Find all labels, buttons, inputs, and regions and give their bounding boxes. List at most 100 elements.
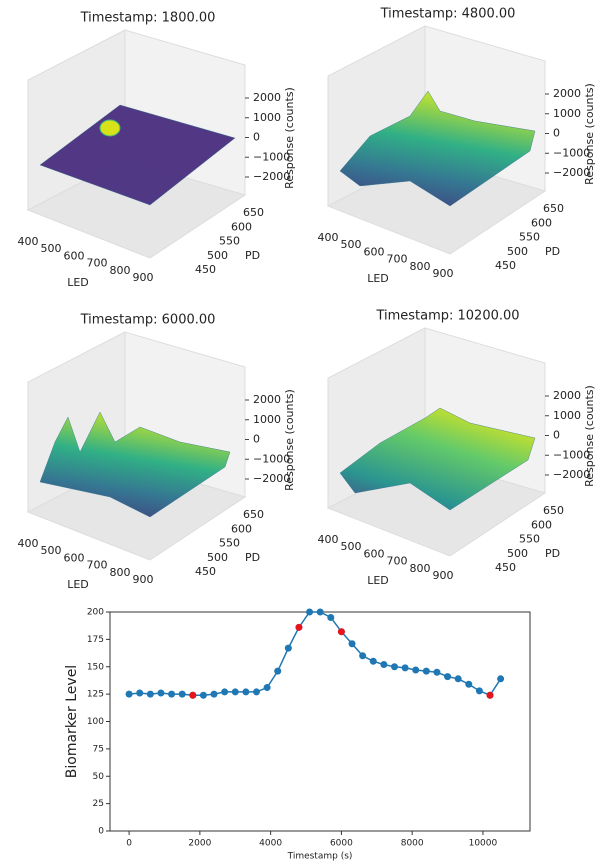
x-tick-label: 700 (87, 559, 108, 572)
data-point (178, 690, 186, 698)
z-tick-label: −1000 (253, 150, 290, 163)
y-tick-label: 550 (519, 231, 540, 244)
y-tick-label: 25 (93, 799, 104, 809)
data-point (348, 640, 356, 648)
data-point (390, 663, 398, 671)
plot-frame (109, 611, 531, 832)
data-point (242, 688, 250, 696)
y-tick-label: 650 (543, 504, 564, 517)
data-point (337, 628, 345, 636)
z-tick-label: −1000 (553, 448, 590, 461)
data-point (454, 675, 462, 683)
x-tick-label: 400 (18, 537, 39, 550)
y-tick-label: 600 (531, 216, 552, 229)
data-point (231, 688, 239, 696)
y-tick-label: 0 (98, 827, 104, 837)
x-tick-label: 2000 (188, 839, 211, 849)
z-tick-label: 2000 (253, 91, 281, 104)
z-tick-label: 1000 (553, 409, 581, 422)
data-point (274, 667, 282, 675)
y-tick-label: 600 (231, 522, 252, 535)
x-tick-label: 500 (41, 242, 62, 255)
surface (339, 407, 536, 511)
data-point (380, 661, 388, 669)
z-tick-label: −2000 (253, 472, 290, 485)
y-tick-label: 500 (507, 245, 528, 258)
y-tick-label: 175 (87, 635, 104, 645)
x-axis-label: LED (367, 272, 389, 285)
data-point (221, 688, 229, 696)
y-tick-label: 50 (93, 772, 105, 782)
z-tick-label: 1000 (553, 107, 581, 120)
z-tick-label: −2000 (253, 170, 290, 183)
x-tick-label: 500 (341, 540, 362, 553)
y-tick-label: 650 (243, 206, 264, 219)
z-axis-label: Response (counts) (583, 385, 596, 487)
data-point (316, 608, 324, 616)
data-point (306, 608, 314, 616)
data-point (168, 690, 176, 698)
x-tick-label: 800 (110, 566, 131, 579)
x-tick-label: 600 (364, 245, 385, 258)
x-axis-label: LED (67, 276, 89, 289)
x-tick-label: 8000 (401, 839, 424, 849)
data-point (210, 690, 218, 698)
z-tick-label: 0 (553, 127, 560, 140)
x-tick-label: 700 (87, 257, 108, 270)
x-tick-label: 600 (64, 249, 85, 262)
z-axis-label: Response (counts) (283, 87, 296, 189)
y-tick-label: 500 (507, 547, 528, 560)
panel-title: Timestamp: 4800.00 (380, 7, 516, 22)
x-tick-label: 900 (433, 569, 454, 582)
z-tick-label: 1000 (253, 413, 281, 426)
y-tick-label: 450 (195, 565, 216, 578)
data-point (497, 675, 505, 683)
data-point (125, 690, 133, 698)
surface-panel: Timestamp: 4800.00400500600700800900LED4… (318, 7, 597, 286)
y-tick-label: 550 (219, 537, 240, 550)
surface-panel: Timestamp: 10200.00400500600700800900LED… (318, 309, 597, 588)
x-tick-label: 4000 (259, 839, 282, 849)
y-tick-label: 550 (219, 235, 240, 248)
y-tick-label: 600 (231, 220, 252, 233)
data-point (327, 613, 335, 621)
x-tick-label: 6000 (330, 839, 353, 849)
y-axis-label: PD (545, 245, 560, 258)
x-tick-label: 800 (410, 562, 431, 575)
x-tick-label: 900 (133, 271, 154, 284)
data-point (146, 690, 154, 698)
y-tick-label: 650 (543, 202, 564, 215)
data-point (252, 688, 260, 696)
z-tick-label: 0 (253, 433, 260, 446)
data-point (369, 657, 377, 665)
x-tick-label: 600 (364, 547, 385, 560)
x-tick-label: 0 (126, 839, 132, 849)
x-axis-label: LED (67, 578, 89, 591)
data-point (189, 691, 197, 699)
y-tick-label: 550 (519, 533, 540, 546)
z-tick-label: −1000 (253, 452, 290, 465)
z-tick-label: −1000 (553, 146, 590, 159)
panel-title: Timestamp: 6000.00 (80, 313, 216, 328)
y-tick-label: 150 (87, 662, 104, 672)
x-tick-label: 500 (41, 544, 62, 557)
y-tick-label: 125 (87, 690, 104, 700)
data-point (422, 667, 430, 675)
data-point (433, 668, 441, 676)
y-axis-label: PD (245, 551, 260, 564)
y-tick-label: 450 (195, 263, 216, 276)
x-tick-label: 500 (341, 238, 362, 251)
data-point (465, 680, 473, 688)
x-tick-label: 900 (433, 267, 454, 280)
panel-title: Timestamp: 10200.00 (375, 309, 519, 324)
x-tick-label: 800 (110, 264, 131, 277)
z-tick-label: −2000 (553, 166, 590, 179)
x-tick-label: 600 (64, 551, 85, 564)
data-point (136, 689, 144, 697)
surface (339, 90, 536, 207)
x-tick-label: 700 (387, 555, 408, 568)
y-tick-label: 75 (93, 744, 104, 754)
data-point (486, 691, 494, 699)
y-tick-label: 450 (495, 561, 516, 574)
